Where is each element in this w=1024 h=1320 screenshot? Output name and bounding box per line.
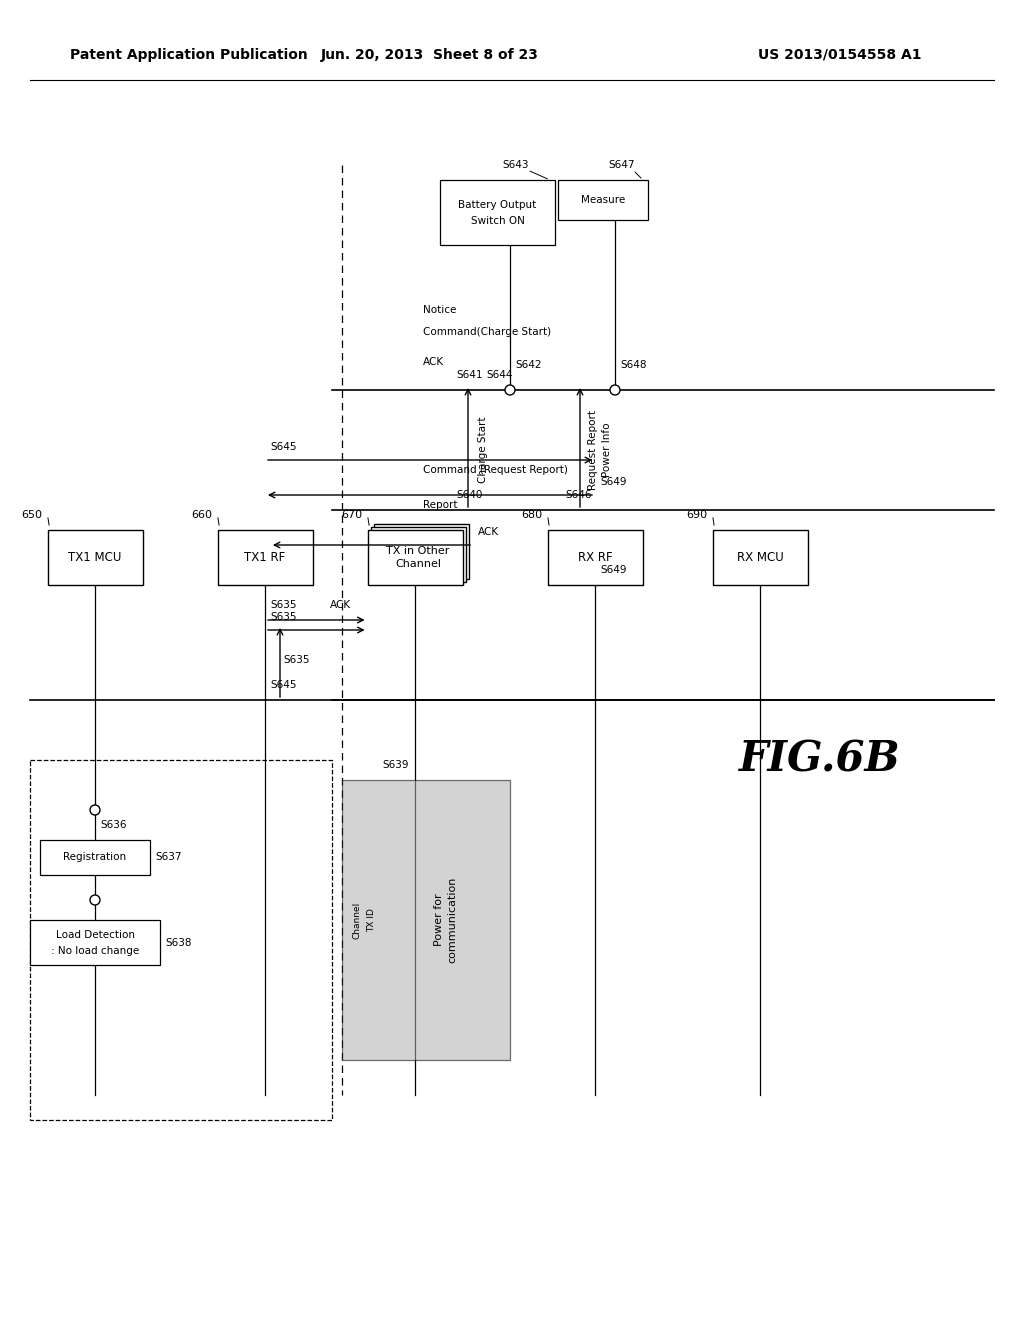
- Text: Report: Report: [423, 500, 458, 510]
- Text: Notice: Notice: [423, 305, 457, 315]
- Text: FIG.6B: FIG.6B: [739, 739, 901, 781]
- Text: S643: S643: [503, 160, 529, 170]
- Text: ACK: ACK: [478, 527, 499, 537]
- Text: S646: S646: [565, 490, 592, 500]
- Text: S637: S637: [155, 853, 181, 862]
- Bar: [374, 524, 469, 579]
- Text: Load Detection: Load Detection: [55, 929, 134, 940]
- Text: Charge Start: Charge Start: [478, 417, 488, 483]
- Text: ACK: ACK: [330, 601, 350, 610]
- Text: Command (Request Report): Command (Request Report): [423, 465, 568, 475]
- Text: S645: S645: [270, 442, 297, 451]
- Text: Command(Charge Start): Command(Charge Start): [423, 327, 551, 337]
- Text: 680: 680: [521, 510, 543, 520]
- Text: Registration: Registration: [63, 853, 127, 862]
- Text: 660: 660: [191, 510, 213, 520]
- Bar: [558, 180, 648, 220]
- Text: TX in Other
Channel: TX in Other Channel: [386, 546, 450, 569]
- Text: S635: S635: [283, 655, 309, 665]
- Bar: [40, 840, 150, 875]
- Text: ACK: ACK: [423, 356, 444, 367]
- Circle shape: [610, 385, 620, 395]
- Text: : No load change: : No load change: [51, 945, 139, 956]
- Text: Channel: Channel: [352, 902, 361, 939]
- Bar: [548, 531, 642, 585]
- Text: Patent Application Publication: Patent Application Publication: [70, 48, 308, 62]
- Text: Power for
communication: Power for communication: [434, 876, 458, 964]
- Text: 690: 690: [686, 510, 708, 520]
- Text: S641: S641: [456, 370, 482, 380]
- Bar: [30, 760, 332, 1119]
- Text: S649: S649: [600, 477, 627, 487]
- Text: S645: S645: [270, 680, 297, 690]
- Bar: [30, 920, 160, 965]
- Text: S642: S642: [515, 360, 542, 370]
- Text: S635: S635: [270, 601, 297, 610]
- Text: S639: S639: [382, 760, 409, 770]
- Text: S647: S647: [608, 160, 635, 170]
- Text: TX1 RF: TX1 RF: [245, 550, 286, 564]
- Text: Battery Output: Battery Output: [459, 199, 537, 210]
- Bar: [217, 531, 312, 585]
- Text: S644: S644: [486, 370, 512, 380]
- Text: Switch ON: Switch ON: [471, 215, 524, 226]
- Text: Request Report: Request Report: [588, 411, 598, 490]
- Bar: [47, 531, 142, 585]
- Bar: [371, 527, 466, 582]
- Circle shape: [90, 895, 100, 906]
- Text: 670: 670: [341, 510, 362, 520]
- Text: Measure: Measure: [581, 195, 625, 205]
- Text: Jun. 20, 2013  Sheet 8 of 23: Jun. 20, 2013 Sheet 8 of 23: [322, 48, 539, 62]
- Text: S635: S635: [270, 612, 297, 622]
- Text: US 2013/0154558 A1: US 2013/0154558 A1: [758, 48, 922, 62]
- Text: TX1 MCU: TX1 MCU: [69, 550, 122, 564]
- Bar: [342, 780, 510, 1060]
- Text: S649: S649: [600, 565, 627, 576]
- Text: S648: S648: [620, 360, 646, 370]
- Text: S640: S640: [456, 490, 482, 500]
- Circle shape: [90, 805, 100, 814]
- Text: RX RF: RX RF: [578, 550, 612, 564]
- Text: Power Info: Power Info: [602, 422, 612, 478]
- Bar: [713, 531, 808, 585]
- Text: S636: S636: [100, 820, 127, 830]
- Text: 650: 650: [22, 510, 43, 520]
- Text: RX MCU: RX MCU: [736, 550, 783, 564]
- Bar: [440, 180, 555, 246]
- Bar: [368, 531, 463, 585]
- Circle shape: [505, 385, 515, 395]
- Text: TX ID: TX ID: [368, 908, 377, 932]
- Text: S638: S638: [165, 937, 191, 948]
